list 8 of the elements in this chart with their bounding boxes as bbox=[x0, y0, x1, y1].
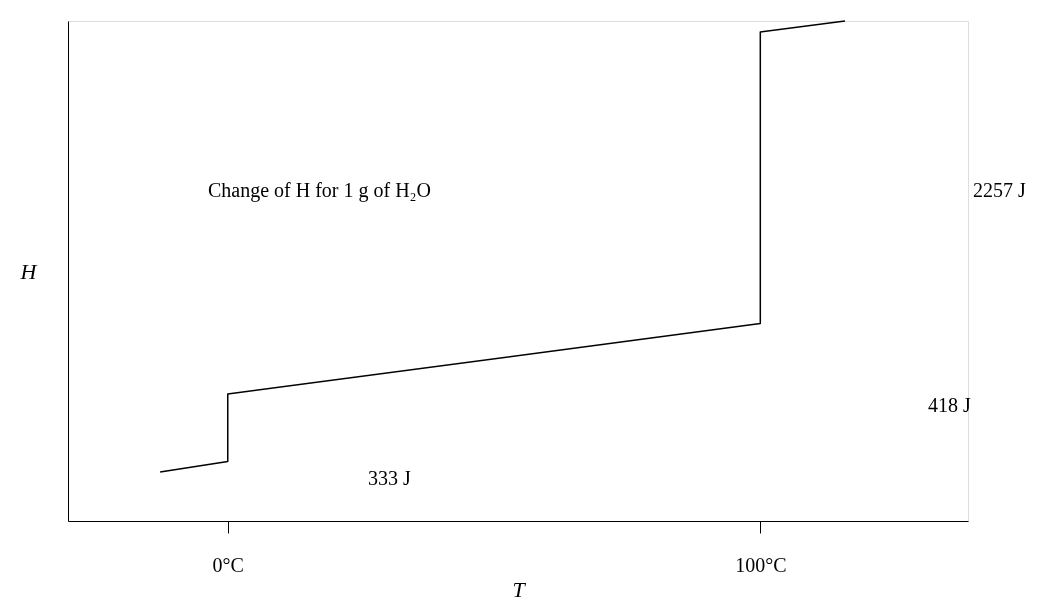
annotation: 333 J bbox=[368, 467, 411, 489]
annotation: Change of H for 1 g of H₂O bbox=[208, 179, 432, 202]
x-axis-title: T bbox=[512, 576, 527, 602]
y-axis-title: H bbox=[19, 258, 38, 284]
annotation: 418 J bbox=[928, 394, 971, 416]
x-tick-label: 0°C bbox=[212, 553, 244, 576]
x-tick-label: 100°C bbox=[735, 553, 787, 576]
text: 2257 J bbox=[973, 179, 1026, 201]
